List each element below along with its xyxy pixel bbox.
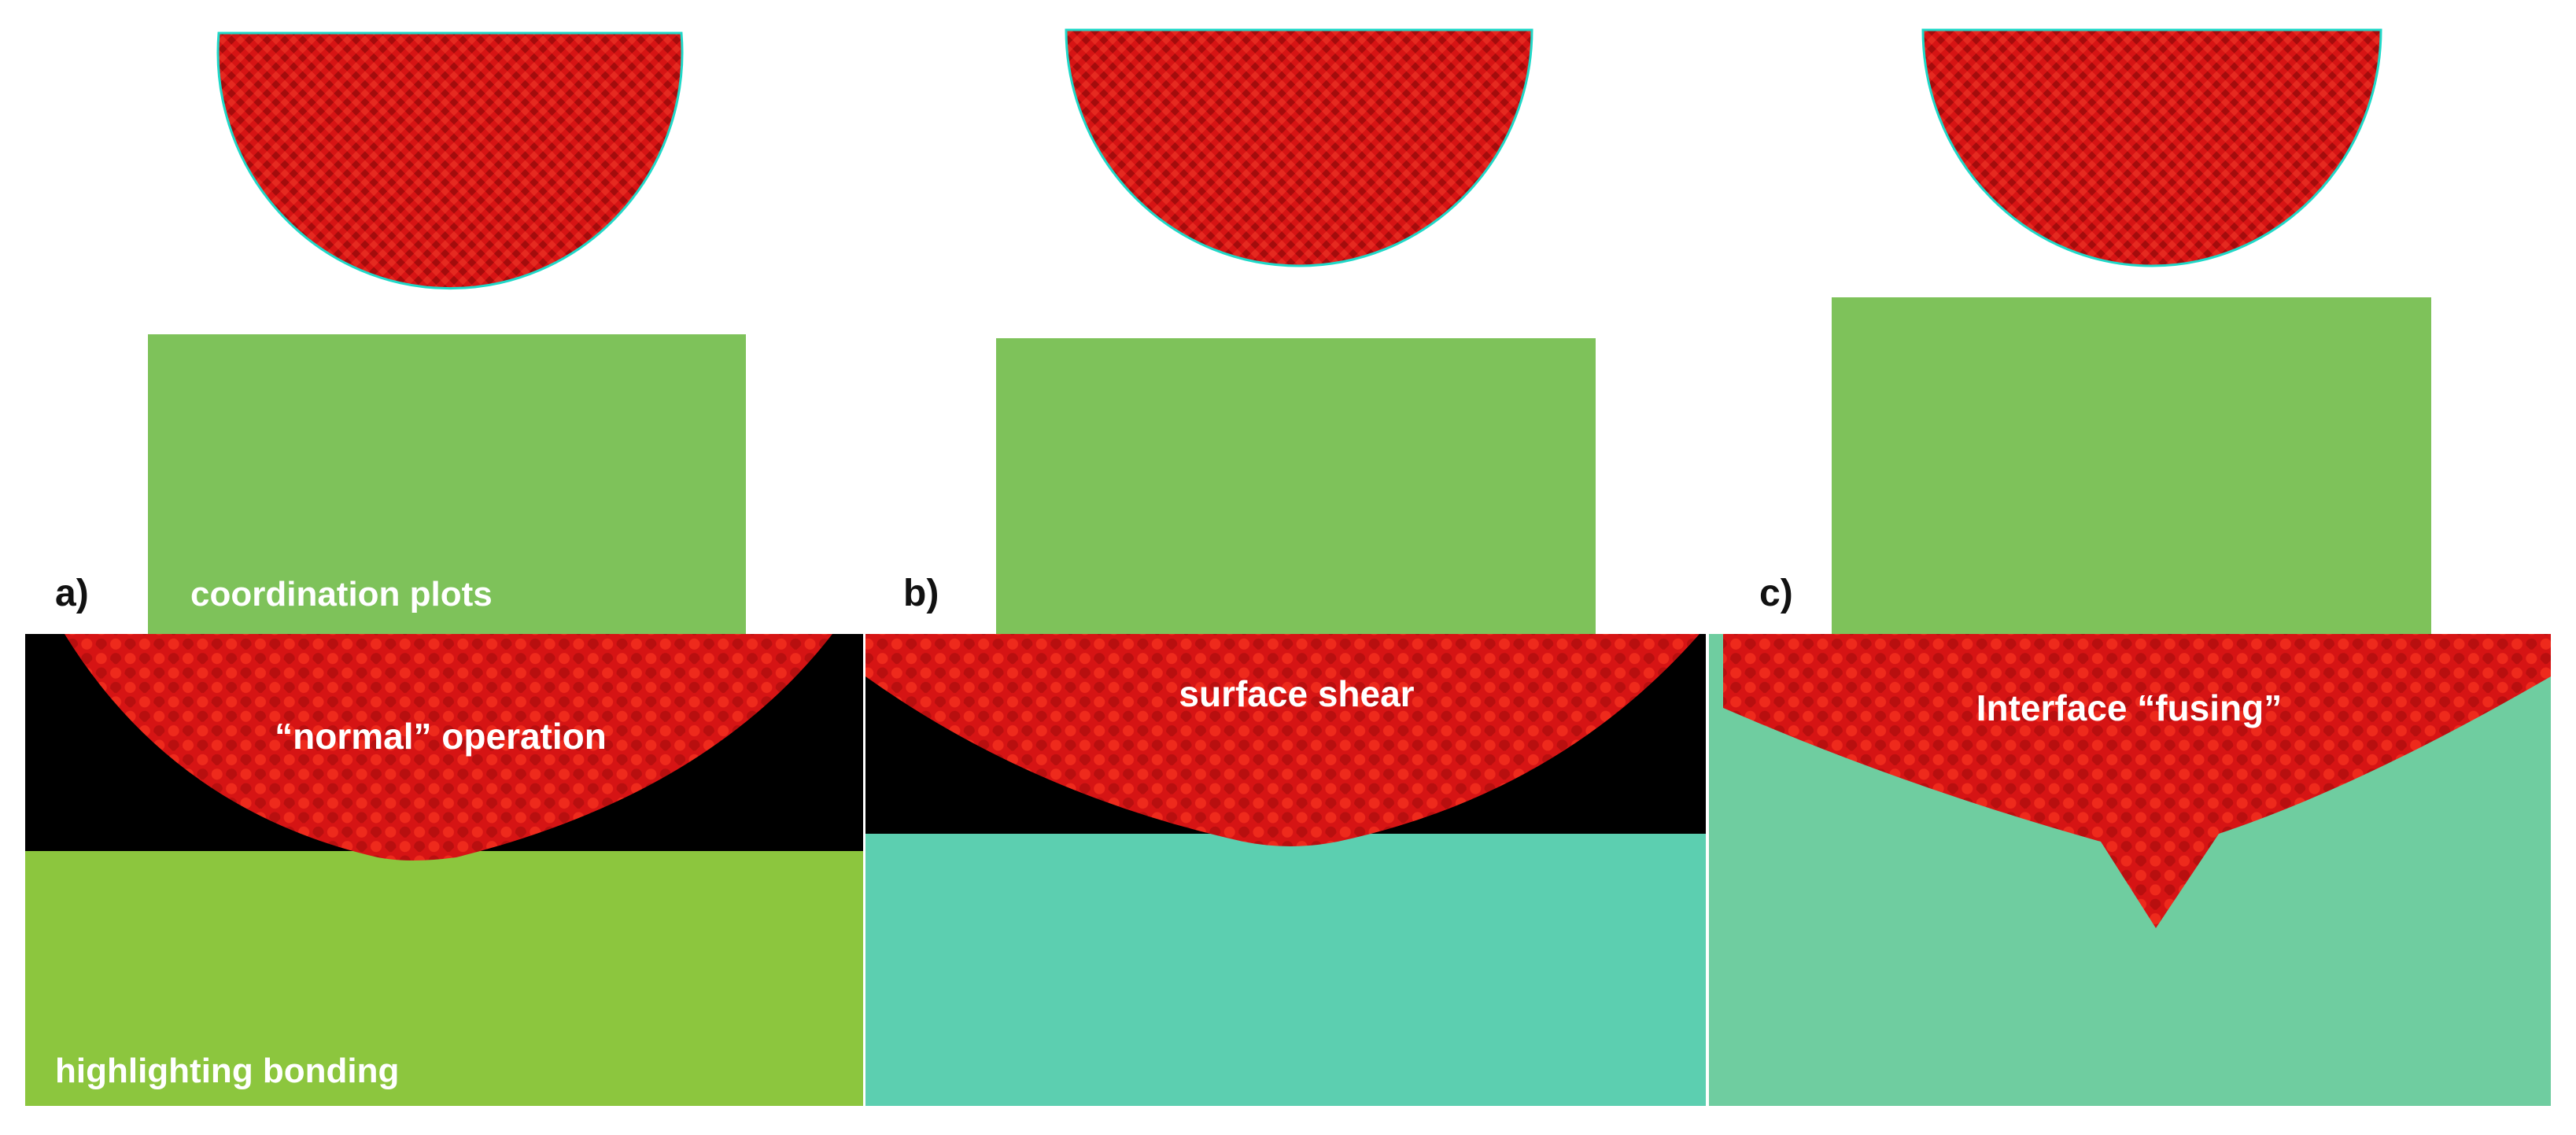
- coordination-plots-row: [148, 28, 2431, 636]
- highlighting-bonding-caption: highlighting bonding: [55, 1052, 399, 1090]
- panel-a-bonding-snapshot: [25, 634, 864, 1106]
- indenter-sphere: [1065, 28, 1533, 267]
- mode-label-surface-shear: surface shear: [1179, 673, 1414, 714]
- panel-b-coordination-plot: [996, 28, 1596, 636]
- substrate-atoms: [865, 834, 1707, 1106]
- bonding-snapshots-row: [25, 634, 2551, 1106]
- substrate-slab: [1832, 297, 2431, 636]
- indenter-sphere: [1921, 28, 2382, 267]
- coordination-plots-caption: coordination plots: [190, 575, 493, 614]
- panel-c-coordination-plot: [1832, 28, 2431, 636]
- indenter-tip: [65, 634, 832, 860]
- substrate-slab: [996, 338, 1596, 636]
- mode-label-normal-operation: “normal” operation: [275, 716, 607, 757]
- mode-label-interface-fusing: Interface “fusing”: [1976, 687, 2283, 728]
- panel-a-coordination-plot: [148, 31, 746, 636]
- indenter-sphere: [216, 31, 684, 290]
- substrate-slab: [148, 334, 746, 636]
- panel-b-bonding-snapshot: [865, 634, 1707, 1106]
- panel-label-a: a): [55, 573, 89, 614]
- panel-label-c: c): [1759, 573, 1793, 614]
- indenter-tip: [865, 634, 1699, 846]
- panel-c-bonding-snapshot: [1709, 634, 2551, 1106]
- panel-divider: [1706, 634, 1709, 1106]
- panel-label-b: b): [903, 573, 939, 614]
- panel-divider: [863, 634, 865, 1106]
- substrate-atoms: [25, 851, 864, 1106]
- indenter-tip: [1723, 634, 2551, 928]
